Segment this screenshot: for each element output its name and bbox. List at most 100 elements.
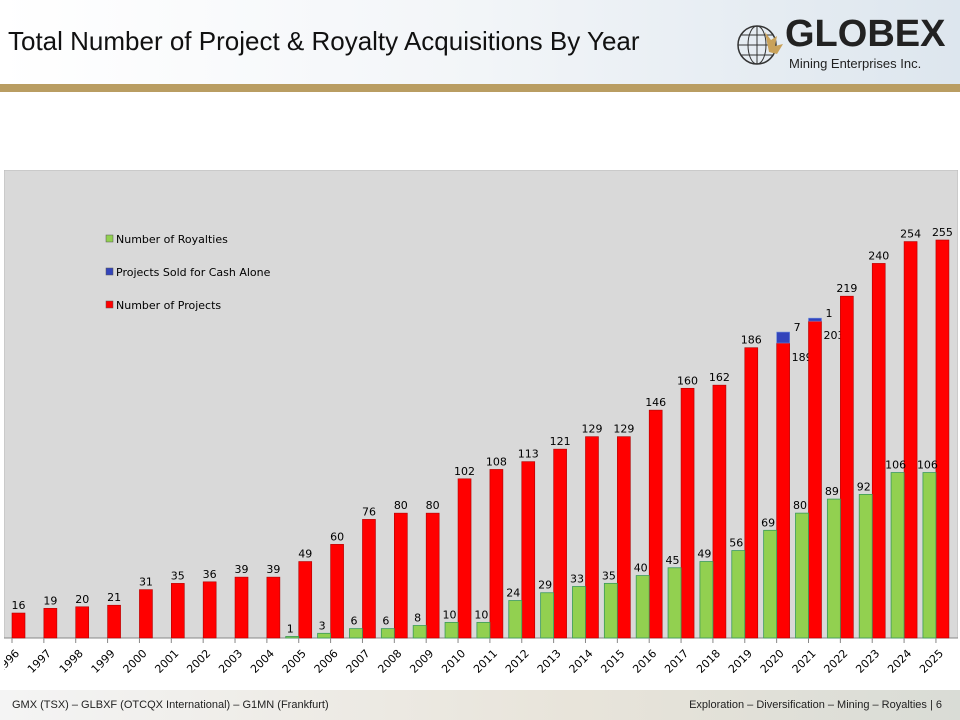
globe-icon	[737, 25, 783, 65]
bar-sold	[776, 331, 790, 344]
data-label-projects: 129	[613, 423, 634, 436]
data-label-projects: 60	[330, 530, 344, 543]
data-label-royalties: 49	[697, 548, 711, 561]
x-tick-label: 2011	[471, 647, 500, 676]
x-tick-label: 2020	[758, 647, 787, 676]
data-label-projects: 113	[518, 448, 539, 461]
legend-label: Number of Royalties	[116, 233, 228, 246]
data-label-royalties: 6	[350, 615, 357, 628]
bar-projects	[266, 576, 281, 639]
data-label-royalties: 69	[761, 516, 775, 529]
x-tick-label: 2012	[503, 647, 532, 676]
footer: GMX (TSX) – GLBXF (OTCQX International) …	[0, 690, 960, 720]
x-tick-label: 2000	[121, 647, 150, 676]
bar-royalties	[763, 529, 778, 639]
data-label-royalties: 1	[287, 622, 294, 635]
data-label-projects: 80	[426, 499, 440, 512]
x-tick-label: 2009	[407, 647, 436, 676]
data-label-royalties: 3	[319, 619, 326, 632]
bar-projects	[330, 544, 344, 639]
data-label-projects: 108	[486, 455, 507, 468]
legend-swatch	[105, 300, 114, 309]
bar-royalties	[890, 472, 905, 639]
bar-royalties	[349, 628, 363, 639]
data-label-royalties: 33	[570, 572, 584, 585]
data-label-projects: 39	[266, 563, 280, 576]
data-label-projects: 203	[824, 329, 845, 342]
page-title: Total Number of Project & Royalty Acquis…	[8, 26, 640, 56]
bar-projects	[871, 263, 886, 639]
bar-projects	[75, 606, 90, 639]
data-label-projects: 186	[741, 334, 762, 347]
legend-label: Number of Projects	[116, 299, 221, 312]
bar-royalties	[444, 621, 459, 639]
bar-royalties	[508, 600, 523, 639]
data-label-sold: 1	[826, 307, 833, 320]
bar-projects	[776, 342, 790, 639]
data-label-projects: 146	[645, 396, 666, 409]
x-tick-label: 1998	[57, 647, 86, 676]
data-label-royalties: 45	[666, 554, 680, 567]
data-label-projects: 129	[581, 423, 602, 436]
logo-subtitle: Mining Enterprises Inc.	[789, 56, 922, 71]
data-label-projects: 102	[454, 465, 475, 478]
data-label-royalties: 35	[602, 569, 616, 582]
data-label-royalties: 106	[917, 459, 938, 472]
x-tick-label: 2019	[726, 647, 755, 676]
x-tick-label: 2003	[216, 647, 245, 676]
bar-projects	[139, 589, 153, 639]
x-tick-label: 2015	[598, 647, 627, 676]
bar-projects	[680, 387, 695, 639]
x-tick-label: 2007	[344, 647, 373, 676]
bar-projects	[425, 512, 440, 639]
data-label-royalties: 56	[729, 537, 743, 550]
bar-projects	[171, 583, 185, 639]
data-label-sold: 7	[794, 321, 801, 334]
legend-swatch	[105, 267, 114, 276]
data-label-projects: 255	[932, 226, 953, 239]
data-label-royalties: 80	[793, 499, 807, 512]
data-label-projects: 36	[203, 568, 217, 581]
bar-sold	[808, 317, 822, 322]
header: Total Number of Project & Royalty Acquis…	[0, 0, 960, 84]
x-tick-label: 2021	[790, 647, 819, 676]
bar-projects	[107, 604, 121, 639]
x-tick-label: 2001	[152, 647, 181, 676]
bar-projects	[553, 448, 567, 639]
x-tick-label: 2022	[821, 647, 850, 676]
data-label-projects: 76	[362, 505, 376, 518]
data-label-projects: 20	[75, 593, 89, 606]
bar-royalties	[795, 512, 809, 639]
bar-royalties	[572, 586, 586, 639]
bar-projects	[457, 478, 472, 639]
data-label-projects: 162	[709, 371, 730, 384]
data-label-projects: 80	[394, 499, 408, 512]
x-tick-label: 2008	[375, 647, 404, 676]
bar-royalties	[635, 575, 650, 639]
x-tick-label: 2023	[853, 647, 882, 676]
data-label-projects: 121	[550, 435, 571, 448]
data-label-royalties: 10	[474, 608, 488, 621]
bar-royalties	[285, 636, 300, 639]
data-label-royalties: 89	[825, 485, 839, 498]
data-label-projects: 254	[900, 228, 921, 241]
bar-projects	[202, 581, 217, 639]
data-label-projects: 35	[171, 569, 185, 582]
bar-projects	[712, 384, 727, 639]
legend-label: Projects Sold for Cash Alone	[116, 266, 271, 279]
bar-projects	[489, 469, 504, 639]
data-label-projects: 219	[836, 282, 857, 295]
data-label-projects: 16	[12, 599, 26, 612]
bar-projects	[43, 608, 58, 639]
x-tick-label: 2018	[694, 647, 723, 676]
bar-royalties	[540, 592, 555, 639]
bar-projects	[234, 576, 249, 639]
footer-tagline: Exploration – Diversification – Mining –…	[689, 699, 942, 711]
data-label-royalties: 92	[857, 480, 871, 493]
x-tick-label: 2010	[439, 647, 468, 676]
x-tick-label: 2024	[885, 647, 914, 676]
bar-projects	[903, 241, 918, 639]
bar-projects	[648, 409, 663, 639]
logo-name: GLOBEX	[785, 13, 946, 55]
divider	[0, 84, 960, 92]
